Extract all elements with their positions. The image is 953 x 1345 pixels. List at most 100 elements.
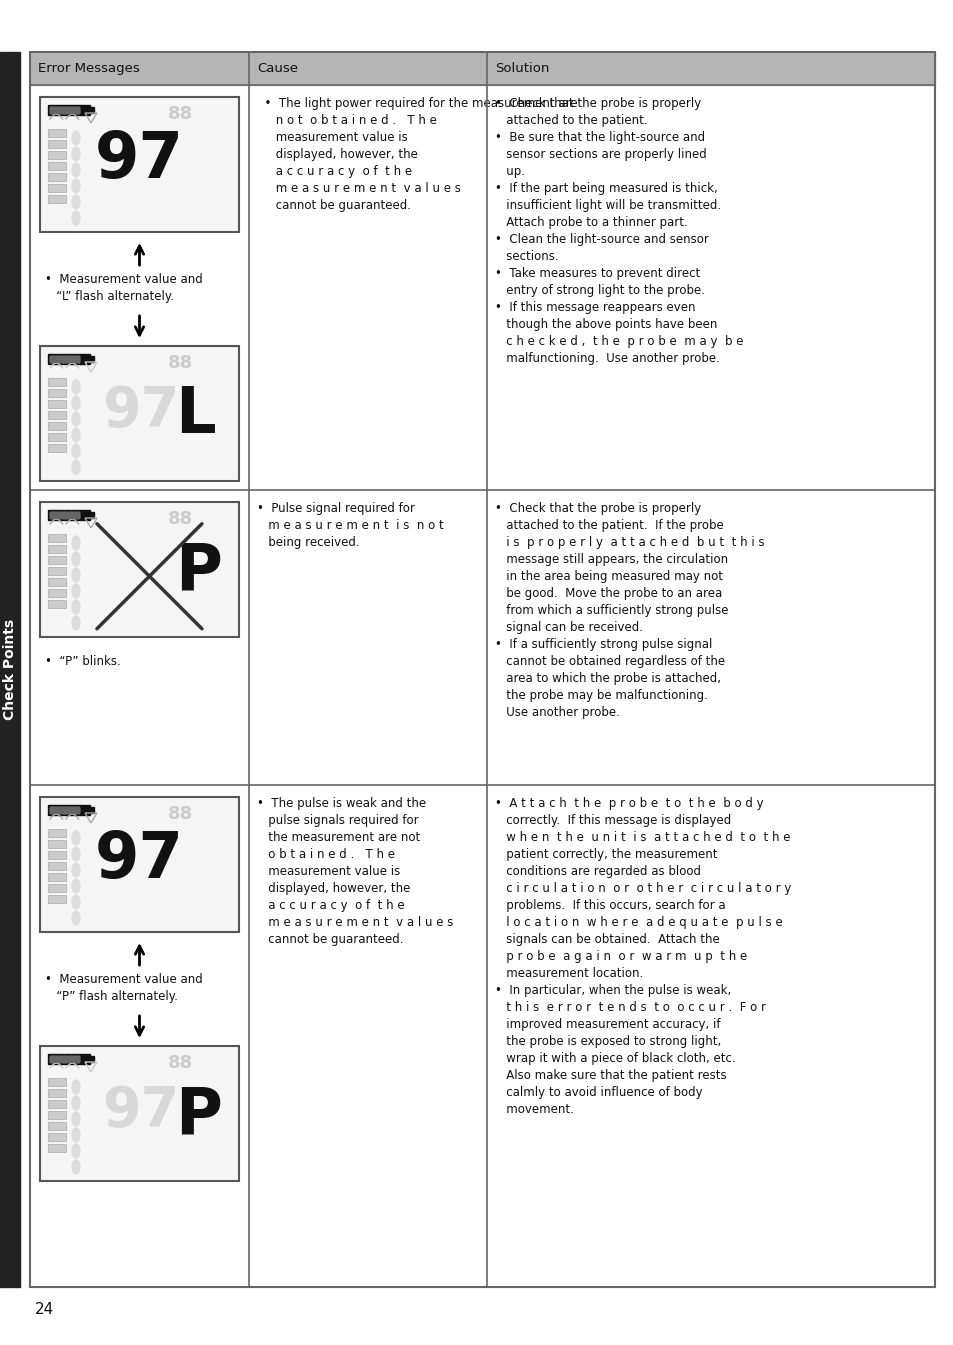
Bar	[62, 356, 67, 362]
Text: •  Check that the probe is properly
   attached to the patient.  If the probe
  : • Check that the probe is properly attac…	[495, 502, 763, 720]
Bar	[48, 1054, 90, 1064]
Text: •  A t t a c h  t h e  p r o b e  t o  t h e  b o d y
   correctly.  If this mes: • A t t a c h t h e p r o b e t o t h e …	[495, 798, 791, 1116]
Bar	[48, 884, 66, 892]
Ellipse shape	[71, 179, 80, 192]
Ellipse shape	[71, 1145, 80, 1158]
Bar	[90, 108, 94, 113]
Bar	[48, 422, 66, 430]
Ellipse shape	[71, 1159, 80, 1174]
Text: Cause: Cause	[256, 62, 297, 75]
Bar	[48, 545, 66, 553]
Ellipse shape	[71, 195, 80, 208]
Text: 88: 88	[168, 1054, 193, 1072]
Ellipse shape	[71, 616, 80, 629]
Bar	[48, 534, 66, 542]
Text: L: L	[174, 385, 215, 447]
Bar	[50, 356, 55, 362]
Ellipse shape	[71, 911, 80, 925]
Bar	[50, 807, 55, 812]
Bar	[50, 1056, 55, 1063]
Bar	[74, 356, 79, 362]
Ellipse shape	[71, 863, 80, 877]
Bar	[68, 108, 73, 113]
Bar	[68, 512, 73, 518]
Bar	[48, 140, 66, 148]
Bar	[30, 52, 934, 85]
Bar	[68, 1056, 73, 1063]
Ellipse shape	[71, 551, 80, 566]
Ellipse shape	[71, 1128, 80, 1142]
Bar	[62, 807, 67, 812]
Bar	[62, 512, 67, 518]
Text: •  Measurement value and
   “L” flash alternately.: • Measurement value and “L” flash altern…	[45, 273, 203, 303]
Bar	[56, 807, 61, 812]
Bar	[40, 798, 239, 932]
Ellipse shape	[71, 395, 80, 410]
Ellipse shape	[71, 147, 80, 161]
Ellipse shape	[71, 381, 80, 394]
Bar	[62, 1056, 67, 1063]
Bar	[56, 1056, 61, 1063]
Bar	[48, 589, 66, 597]
Bar	[48, 399, 66, 408]
Bar	[48, 433, 66, 441]
Text: •  “P” blinks.: • “P” blinks.	[45, 655, 121, 668]
Bar	[90, 1056, 94, 1063]
Bar	[48, 195, 66, 203]
Bar	[48, 1089, 66, 1098]
Bar	[48, 1077, 66, 1085]
Bar	[40, 97, 239, 231]
Bar	[62, 512, 67, 518]
Ellipse shape	[71, 163, 80, 178]
Bar	[62, 356, 67, 362]
Ellipse shape	[71, 211, 80, 225]
Ellipse shape	[71, 600, 80, 615]
Text: •  Check that the probe is properly
   attached to the patient.
•  Be sure that : • Check that the probe is properly attac…	[495, 97, 742, 364]
Text: 88: 88	[168, 510, 193, 529]
Ellipse shape	[71, 880, 80, 893]
Ellipse shape	[71, 894, 80, 909]
Ellipse shape	[71, 537, 80, 550]
Bar	[74, 512, 79, 518]
Ellipse shape	[71, 428, 80, 443]
Bar	[48, 129, 66, 137]
Bar	[48, 568, 66, 576]
Bar	[90, 356, 94, 362]
Bar	[50, 108, 55, 113]
Bar	[48, 184, 66, 192]
Text: •  The light power required for the measurement are
     n o t  o b t a i n e d : • The light power required for the measu…	[256, 97, 577, 213]
Text: Error Messages: Error Messages	[38, 62, 139, 75]
Text: 88: 88	[168, 354, 193, 373]
Bar	[50, 356, 55, 362]
Bar	[48, 555, 66, 564]
Text: 97: 97	[95, 129, 184, 191]
Text: •  Measurement value and
   “P” flash alternately.: • Measurement value and “P” flash altern…	[45, 972, 203, 1003]
Text: P: P	[174, 1084, 222, 1146]
Bar	[48, 841, 66, 847]
Bar	[48, 873, 66, 881]
Bar	[74, 108, 79, 113]
Bar	[48, 1145, 66, 1153]
Ellipse shape	[71, 831, 80, 845]
Bar	[48, 412, 66, 420]
Bar	[62, 807, 67, 812]
Bar	[56, 108, 61, 113]
Bar	[48, 444, 66, 452]
Text: Solution: Solution	[495, 62, 549, 75]
Ellipse shape	[71, 1112, 80, 1126]
Text: •  Pulse signal required for
   m e a s u r e m e n t  i s  n o t
   being recei: • Pulse signal required for m e a s u r …	[256, 502, 443, 549]
Text: 88: 88	[168, 806, 193, 823]
Bar	[74, 807, 79, 812]
Ellipse shape	[71, 847, 80, 861]
Bar	[48, 105, 90, 116]
Ellipse shape	[71, 444, 80, 459]
Text: 97: 97	[95, 829, 184, 890]
Bar	[48, 1111, 66, 1119]
Ellipse shape	[71, 1080, 80, 1093]
Bar	[68, 356, 73, 362]
Bar	[0, 52, 20, 1287]
Bar	[50, 108, 55, 113]
Bar	[62, 1056, 67, 1063]
Bar	[56, 1056, 61, 1063]
Bar	[74, 512, 79, 518]
